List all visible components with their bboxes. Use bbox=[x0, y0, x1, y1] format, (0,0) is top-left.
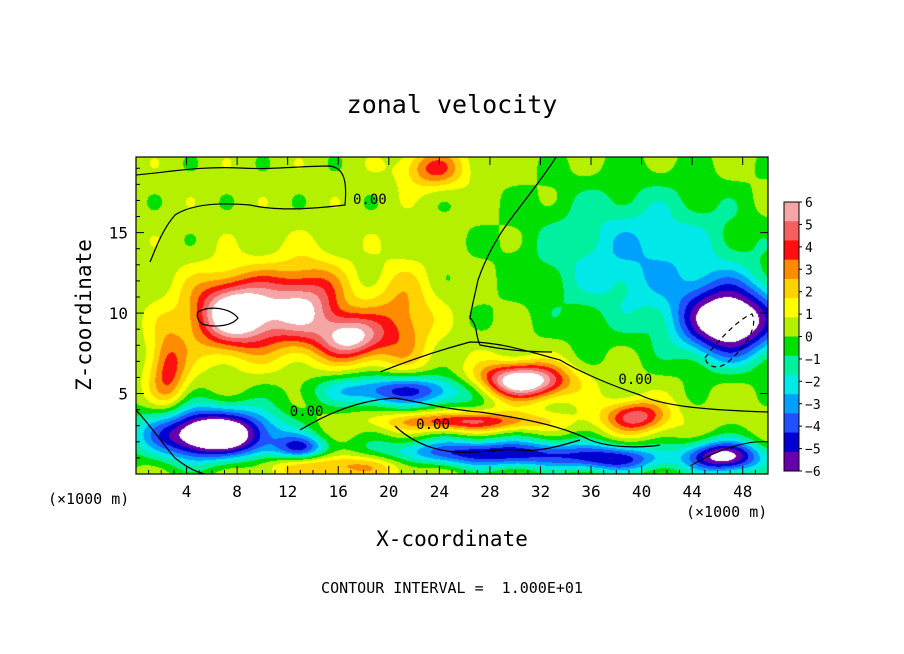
contour-zero-upper bbox=[136, 165, 347, 263]
colorbar-segment bbox=[784, 451, 799, 472]
colorbar-tick-label: 0 bbox=[805, 331, 813, 346]
chart-title: zonal velocity bbox=[347, 90, 558, 119]
plot-area: 0.00 0.00 0.00 0.00 bbox=[135, 156, 769, 475]
x-unit-label-right: (×1000 m) bbox=[686, 503, 767, 521]
contour-label: 0.00 bbox=[353, 192, 387, 208]
contour-loop-right bbox=[704, 313, 755, 368]
colorbar-tick-label: 1 bbox=[805, 308, 813, 323]
colorbar-tick-label: 2 bbox=[805, 286, 813, 301]
x-tick-label: 24 bbox=[430, 482, 449, 501]
contour-zero-lower bbox=[299, 397, 661, 448]
x-tick-label: 48 bbox=[733, 482, 752, 501]
colorbar-segment bbox=[784, 336, 799, 357]
x-tick-label: 4 bbox=[182, 482, 192, 501]
z-tick-label: 5 bbox=[118, 385, 128, 404]
z-tick-label: 15 bbox=[109, 224, 128, 243]
colorbar-segment bbox=[784, 278, 799, 299]
colorbar-segment bbox=[784, 394, 799, 414]
z-tick-label: 10 bbox=[109, 304, 128, 323]
z-axis: 5 10 15 bbox=[109, 167, 768, 459]
colorbar-segment bbox=[784, 374, 799, 395]
colorbar-segment bbox=[784, 317, 799, 337]
contour-label: 0.00 bbox=[290, 404, 324, 420]
x-tick-label: 8 bbox=[232, 482, 242, 501]
contour-zero-left-bottom bbox=[136, 409, 206, 474]
contour-labels: 0.00 0.00 0.00 0.00 bbox=[290, 192, 652, 433]
colorbar-segment bbox=[784, 221, 799, 241]
colorbar-segment bbox=[784, 298, 799, 318]
x-axis-label: X-coordinate bbox=[376, 527, 528, 551]
x-tick-label: 32 bbox=[531, 482, 550, 501]
colorbar-segment bbox=[784, 259, 799, 280]
x-tick-label: 40 bbox=[632, 482, 651, 501]
colorbar-segment bbox=[784, 355, 799, 376]
contour-label: 0.00 bbox=[416, 417, 450, 433]
colorbar-tick-label: 5 bbox=[805, 218, 813, 233]
contour-zero-center-bottom bbox=[394, 425, 581, 453]
colorbar-segment bbox=[784, 202, 799, 222]
velocity-field bbox=[136, 157, 768, 474]
contour-label: 0.00 bbox=[618, 372, 652, 388]
contour-bottom-right bbox=[689, 441, 768, 467]
colorbar-segment bbox=[784, 413, 799, 434]
x-unit-label: (×1000 m) bbox=[48, 490, 129, 508]
colorbar-tick-label: −5 bbox=[805, 443, 821, 458]
colorbar-tick-label: 4 bbox=[805, 241, 813, 256]
contour-lines bbox=[136, 157, 768, 474]
colorbar-tick-label: 6 bbox=[805, 196, 813, 211]
contour-zero-mid bbox=[379, 341, 768, 413]
x-tick-label: 44 bbox=[683, 482, 702, 501]
contour-interval-footer: CONTOUR INTERVAL = 1.000E+01 bbox=[321, 579, 583, 597]
colorbar-tick-label: −6 bbox=[805, 465, 821, 480]
x-axis: 4 8 12 16 20 24 28 32 36 40 44 48 bbox=[148, 157, 756, 501]
contour-zero-right bbox=[469, 157, 557, 353]
colorbar-segment bbox=[784, 432, 799, 453]
colorbar-tick-label: 3 bbox=[805, 263, 813, 278]
colorbar-tick-label: −4 bbox=[805, 420, 821, 435]
x-tick-label: 12 bbox=[278, 482, 297, 501]
colorbar: 6 5 4 3 2 1 0 −1 −2 −3 −4 −5 −6 bbox=[783, 196, 821, 480]
colorbar-tick-label: −1 bbox=[805, 353, 821, 368]
x-tick-label: 16 bbox=[329, 482, 348, 501]
x-tick-label: 28 bbox=[480, 482, 499, 501]
contour-loop-left bbox=[196, 307, 239, 327]
x-tick-label: 20 bbox=[379, 482, 398, 501]
colorbar-tick-label: −2 bbox=[805, 375, 821, 390]
colorbar-tick-label: −3 bbox=[805, 398, 821, 413]
x-tick-label: 36 bbox=[581, 482, 600, 501]
z-axis-label: Z-coordinate bbox=[72, 239, 96, 391]
colorbar-segment bbox=[784, 240, 799, 261]
